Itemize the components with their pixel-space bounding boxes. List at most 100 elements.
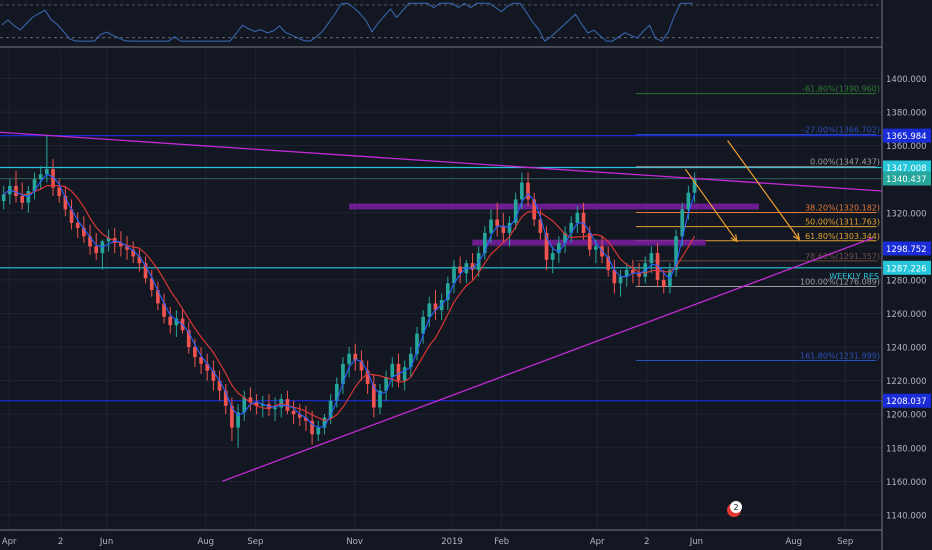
trendline[interactable] (222, 237, 874, 482)
candle-body (75, 222, 80, 228)
fib-level-label: 50.00%(1311.763) (805, 218, 880, 227)
moving-average-red (3, 184, 696, 421)
candle-body (643, 263, 648, 277)
candle-body (45, 169, 49, 175)
candle-body (618, 276, 623, 284)
fib-level-label: -27.00%(1366.702) (802, 125, 880, 134)
trendlines[interactable] (0, 131, 883, 482)
candle-body (612, 269, 617, 284)
price-badge-label: 1347.008 (886, 164, 927, 174)
candle-body (119, 243, 123, 247)
price-tick-label: 1260.000 (886, 310, 927, 320)
price-tick-label: 1160.000 (886, 478, 927, 488)
candle-body (223, 390, 228, 406)
time-tick-label: 2 (644, 537, 649, 547)
candle-body (575, 212, 580, 223)
candle-body (32, 179, 37, 191)
candle-body (458, 266, 462, 274)
candle-body (353, 353, 358, 361)
candle-body (680, 209, 685, 237)
forecast-arrow-head (730, 234, 738, 243)
candle-body (624, 269, 629, 277)
time-tick-label: Apr (2, 537, 17, 547)
time-tick-label: Aug (197, 537, 214, 547)
time-axis[interactable]: Apr 2 Jun Aug Sep Nov 2019 Feb Apr 2 Jun Aug Sep (0, 529, 882, 547)
time-tick-label: Nov (346, 537, 363, 547)
candle-body (655, 253, 660, 280)
trendline[interactable] (0, 131, 883, 192)
candle-body (532, 199, 537, 220)
price-badge (883, 160, 931, 175)
forecast-arrows[interactable] (684, 140, 801, 243)
rsi-panel: 80.00040.000 (0, 1, 932, 48)
price-tick-label: 1220.000 (886, 377, 927, 387)
fib-level-label: 100.00%(1276.089) (800, 277, 880, 286)
candle-body (347, 353, 351, 364)
candle-body (88, 236, 92, 247)
candle-body (297, 414, 302, 418)
rsi-line (1, 2, 693, 42)
candle-body (674, 236, 678, 270)
moving-average-blue (3, 173, 696, 429)
candle-body (143, 263, 148, 279)
candle-body (304, 417, 308, 421)
price-tick-label: 1180.000 (886, 444, 927, 454)
candle-body (322, 417, 327, 428)
candle-body (230, 405, 234, 428)
forecast-arrow-head (792, 232, 801, 241)
candle-body (131, 249, 136, 257)
candle-body (273, 407, 277, 410)
candle-body (334, 383, 339, 401)
price-tick-label: 1320.000 (886, 209, 927, 219)
time-tick-label: Feb (494, 537, 509, 547)
price-badge (883, 128, 931, 143)
candle-body (94, 246, 99, 254)
candle-body (637, 273, 641, 277)
candle-body (205, 363, 210, 371)
candle-body (557, 243, 561, 254)
news-marker[interactable]: 2 (727, 501, 742, 517)
time-tick-label: Apr (590, 537, 605, 547)
candle-body (587, 232, 592, 250)
price-tick-label: 1240.000 (886, 344, 927, 354)
count-badge-label: 2 (733, 503, 738, 512)
candle-body (51, 169, 55, 188)
candle-body (174, 318, 179, 326)
candle-body (359, 360, 364, 371)
candle-body (242, 397, 247, 413)
candle-body (649, 253, 654, 264)
candle-body (149, 278, 154, 290)
time-tick-label: 2 (58, 537, 63, 547)
count-badge (730, 501, 742, 513)
candle-body (686, 192, 691, 210)
price-grid (0, 50, 882, 530)
forecast-arrow-shaft[interactable] (684, 168, 738, 242)
price-badge-label: 1298.752 (886, 245, 927, 255)
price-badge (883, 171, 931, 186)
price-badge (883, 260, 931, 275)
time-tick-label: Jun (689, 537, 703, 547)
candle-body (291, 410, 296, 415)
candle-body (408, 353, 413, 368)
price-axis[interactable]: 1140.000 1160.000 1180.000 1200.000 1220.000… (881, 0, 932, 550)
candle-body (661, 279, 666, 287)
candle-body (692, 179, 697, 193)
candle-body (82, 227, 86, 237)
candle-body (199, 357, 203, 364)
candle-body (378, 390, 382, 408)
candle-body (260, 404, 265, 406)
time-tick-label: Aug (785, 537, 802, 547)
fib-level-label: 161.80%(1231.999) (800, 351, 880, 360)
candle-body (470, 263, 475, 270)
price-tick-label: 1280.000 (886, 276, 927, 286)
candle-body (489, 219, 493, 233)
price-badge-label: 1208.037 (886, 397, 927, 407)
candle-body (1, 194, 6, 202)
forecast-arrow-shaft[interactable] (727, 140, 800, 241)
supply-zone[interactable] (349, 203, 759, 210)
candle-body (14, 185, 18, 197)
candle-body (69, 209, 74, 223)
candle-body (365, 370, 370, 384)
candle-body (186, 330, 191, 348)
